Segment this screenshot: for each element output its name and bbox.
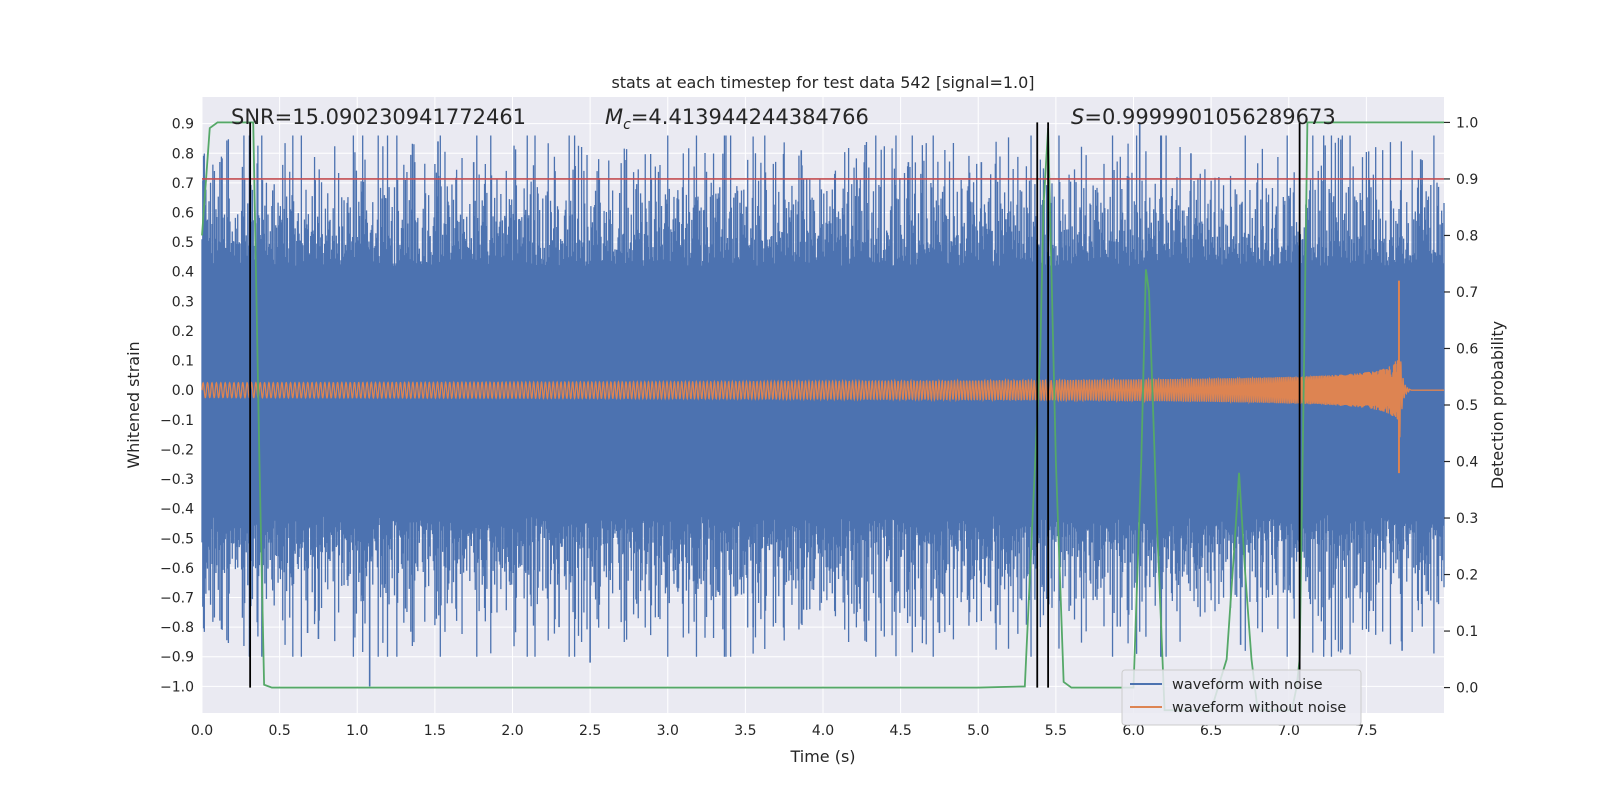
- x-axis-ticks: 0.0 0.5 1.0 1.5 2.0 2.5 3.0 3.5 4.0 4.5 5.0 5.5 6.0 6…: [191, 723, 1378, 739]
- mc-subscript: c: [623, 117, 631, 133]
- y-left-tick-label: 0.2: [172, 324, 194, 340]
- x-tick-label: 0.5: [268, 723, 290, 739]
- y-right-tick-label: 0.2: [1456, 568, 1478, 584]
- y-left-tick-label: 0.4: [172, 265, 194, 281]
- y-left-tick-label: −0.7: [160, 591, 194, 607]
- s-symbol: S: [1071, 105, 1084, 129]
- legend-box: [1121, 669, 1362, 726]
- y-right-tick-label: 0.8: [1456, 228, 1478, 244]
- y-right-tick-label: 0.1: [1456, 624, 1478, 640]
- y-right-tick-label: 0.6: [1456, 341, 1478, 357]
- y-right-axis-ticks: 0.0 0.1 0.2 0.3 0.4 0.5 0.6 0.7 0.8 0.9 1.0: [1444, 115, 1478, 697]
- chirp-trace: [201, 359, 1444, 438]
- x-tick-label: 7.0: [1278, 723, 1300, 739]
- x-axis-label: Time (s): [789, 747, 855, 766]
- y-left-tick-label: −1.0: [160, 679, 194, 695]
- snr-annotation: SNR=15.090230941772461: [231, 105, 526, 129]
- s-value: =0.9999901056289673: [1084, 105, 1335, 129]
- x-tick-label: 5.5: [1045, 723, 1067, 739]
- x-tick-label: 4.0: [812, 723, 834, 739]
- y-left-axis-label: Whitened strain: [124, 341, 143, 468]
- x-tick-label: 5.0: [967, 723, 989, 739]
- event-lines: [249, 122, 1301, 688]
- mc-value: =4.413944244384766: [631, 105, 869, 129]
- y-left-tick-label: −0.4: [160, 502, 194, 518]
- y-left-tick-label: 0.0: [172, 383, 194, 399]
- y-left-tick-label: −0.6: [160, 561, 194, 577]
- x-tick-label: 3.0: [657, 723, 679, 739]
- x-tick-label: 1.0: [346, 723, 368, 739]
- y-right-tick-label: 1.0: [1456, 115, 1478, 131]
- y-left-tick-label: −0.9: [160, 650, 194, 666]
- y-left-tick-label: 0.1: [172, 354, 194, 370]
- legend-label-noise: waveform with noise: [1172, 677, 1323, 693]
- y-left-tick-label: 0.3: [172, 294, 194, 310]
- chart-title: stats at each timestep for test data 542…: [611, 73, 1034, 92]
- x-tick-label: 2.0: [501, 723, 523, 739]
- y-right-tick-label: 0.5: [1456, 398, 1478, 414]
- s-annotation: S=0.9999901056289673: [1071, 105, 1336, 129]
- y-left-tick-label: −0.5: [160, 531, 194, 547]
- y-right-tick-label: 0.0: [1456, 681, 1478, 697]
- y-left-tick-label: 0.6: [172, 206, 194, 222]
- y-right-tick-label: 0.3: [1456, 511, 1478, 527]
- y-left-tick-label: 0.9: [172, 117, 194, 133]
- y-left-tick-label: 0.5: [172, 235, 194, 251]
- y-left-tick-label: 0.7: [172, 176, 194, 192]
- series-waveform-without-noise: [201, 280, 1444, 474]
- y-left-tick-label: −0.3: [160, 472, 194, 488]
- y-left-tick-label: −0.1: [160, 413, 194, 429]
- y-left-tick-label: −0.8: [160, 620, 194, 636]
- legend: waveform with noise waveform without noi…: [1121, 669, 1362, 726]
- x-tick-label: 6.0: [1122, 723, 1144, 739]
- x-tick-label: 7.5: [1355, 723, 1377, 739]
- y-right-tick-label: 0.4: [1456, 455, 1478, 471]
- y-left-tick-label: −0.2: [160, 442, 194, 458]
- x-tick-label: 0.0: [191, 723, 213, 739]
- y-right-axis-label: Detection probability: [1488, 321, 1507, 489]
- x-tick-label: 2.5: [579, 723, 601, 739]
- y-right-tick-label: 0.9: [1456, 172, 1478, 188]
- legend-label-clean: waveform without noise: [1172, 700, 1346, 716]
- x-tick-label: 3.5: [734, 723, 756, 739]
- chirp-mass-annotation: Mc=4.413944244384766: [605, 105, 869, 133]
- x-tick-label: 6.5: [1200, 723, 1222, 739]
- y-right-tick-label: 0.7: [1456, 285, 1478, 301]
- x-tick-label: 4.5: [889, 723, 911, 739]
- x-tick-label: 1.5: [424, 723, 446, 739]
- mc-symbol: M: [605, 105, 623, 129]
- y-left-tick-label: 0.8: [172, 146, 194, 162]
- y-left-axis-ticks: −1.0 −0.9 −0.8 −0.7 −0.6 −0.5 −0.4 −0.3 −0.2 −0.1…: [160, 117, 194, 696]
